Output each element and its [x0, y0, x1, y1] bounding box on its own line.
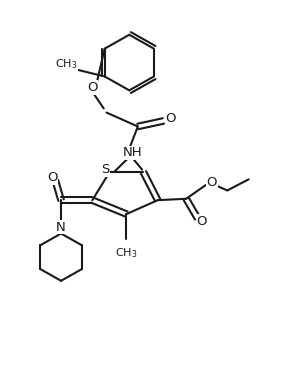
Text: O: O: [47, 171, 58, 184]
Text: O: O: [87, 81, 98, 94]
Text: S: S: [101, 163, 109, 176]
Text: O: O: [165, 112, 176, 125]
Text: CH$_3$: CH$_3$: [115, 246, 138, 260]
Text: N: N: [56, 221, 66, 234]
Text: NH: NH: [122, 146, 142, 160]
Text: O: O: [206, 176, 217, 189]
Text: O: O: [197, 214, 207, 227]
Text: CH$_3$: CH$_3$: [55, 57, 77, 71]
